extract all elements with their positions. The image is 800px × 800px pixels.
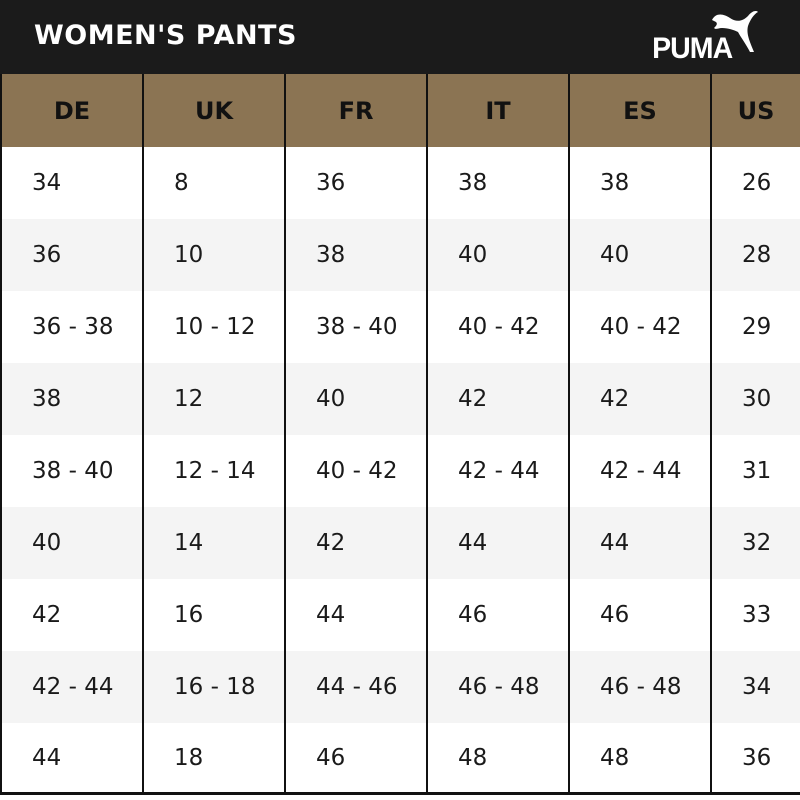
cell-uk: 16 - 18 [142, 651, 286, 723]
column-header-it: IT [426, 74, 570, 147]
cell-es: 42 - 44 [568, 435, 712, 507]
table-row: 38 - 40 12 - 14 40 - 42 42 - 44 42 - 44 31 [0, 435, 800, 507]
puma-cat-icon [712, 11, 758, 52]
cell-fr: 46 [284, 723, 428, 795]
cell-fr: 36 [284, 147, 428, 219]
cell-fr: 42 [284, 507, 428, 579]
table-header-row: DE UK FR IT ES US [0, 74, 800, 147]
column-header-us: US [710, 74, 800, 147]
table-row: 34 8 36 38 38 26 [0, 147, 800, 219]
size-chart-table: DE UK FR IT ES US 34 8 36 38 38 26 36 10 38 40 40 28 36 -… [0, 74, 800, 795]
cell-de: 42 [0, 579, 144, 651]
cell-de: 42 - 44 [0, 651, 144, 723]
cell-fr: 38 [284, 219, 428, 291]
cell-it: 46 [426, 579, 570, 651]
table-row: 40 14 42 44 44 32 [0, 507, 800, 579]
cell-uk: 14 [142, 507, 286, 579]
cell-it: 38 [426, 147, 570, 219]
cell-de: 38 - 40 [0, 435, 144, 507]
cell-de: 34 [0, 147, 144, 219]
column-header-es: ES [568, 74, 712, 147]
cell-es: 44 [568, 507, 712, 579]
table-row: 42 16 44 46 46 33 [0, 579, 800, 651]
cell-uk: 12 - 14 [142, 435, 286, 507]
cell-de: 36 [0, 219, 144, 291]
header-bar: WOMEN'S PANTS PUMA [0, 0, 800, 74]
cell-de: 38 [0, 363, 144, 435]
cell-de: 36 - 38 [0, 291, 144, 363]
cell-uk: 10 [142, 219, 286, 291]
cell-us: 36 [710, 723, 800, 795]
cell-it: 42 - 44 [426, 435, 570, 507]
cell-it: 40 - 42 [426, 291, 570, 363]
page-title: WOMEN'S PANTS [34, 20, 297, 51]
column-header-de: DE [0, 74, 144, 147]
cell-fr: 38 - 40 [284, 291, 428, 363]
cell-us: 34 [710, 651, 800, 723]
cell-us: 31 [710, 435, 800, 507]
cell-it: 40 [426, 219, 570, 291]
cell-us: 33 [710, 579, 800, 651]
cell-de: 44 [0, 723, 144, 795]
cell-us: 30 [710, 363, 800, 435]
cell-fr: 44 [284, 579, 428, 651]
cell-de: 40 [0, 507, 144, 579]
cell-it: 46 - 48 [426, 651, 570, 723]
cell-fr: 44 - 46 [284, 651, 428, 723]
cell-es: 38 [568, 147, 712, 219]
cell-uk: 18 [142, 723, 286, 795]
cell-es: 48 [568, 723, 712, 795]
table-row: 42 - 44 16 - 18 44 - 46 46 - 48 46 - 48 34 [0, 651, 800, 723]
cell-uk: 10 - 12 [142, 291, 286, 363]
cell-us: 32 [710, 507, 800, 579]
cell-es: 46 - 48 [568, 651, 712, 723]
cell-fr: 40 - 42 [284, 435, 428, 507]
column-header-uk: UK [142, 74, 286, 147]
cell-uk: 16 [142, 579, 286, 651]
puma-logo-text: PUMA [652, 32, 733, 65]
cell-es: 42 [568, 363, 712, 435]
cell-fr: 40 [284, 363, 428, 435]
cell-uk: 12 [142, 363, 286, 435]
table-row: 44 18 46 48 48 36 [0, 723, 800, 795]
cell-es: 40 - 42 [568, 291, 712, 363]
table-row: 36 10 38 40 40 28 [0, 219, 800, 291]
cell-it: 48 [426, 723, 570, 795]
table-row: 36 - 38 10 - 12 38 - 40 40 - 42 40 - 42 29 [0, 291, 800, 363]
cell-us: 26 [710, 147, 800, 219]
cell-es: 40 [568, 219, 712, 291]
cell-it: 42 [426, 363, 570, 435]
table-row: 38 12 40 42 42 30 [0, 363, 800, 435]
cell-us: 29 [710, 291, 800, 363]
cell-es: 46 [568, 579, 712, 651]
cell-uk: 8 [142, 147, 286, 219]
cell-it: 44 [426, 507, 570, 579]
puma-logo: PUMA [650, 8, 760, 66]
cell-us: 28 [710, 219, 800, 291]
column-header-fr: FR [284, 74, 428, 147]
